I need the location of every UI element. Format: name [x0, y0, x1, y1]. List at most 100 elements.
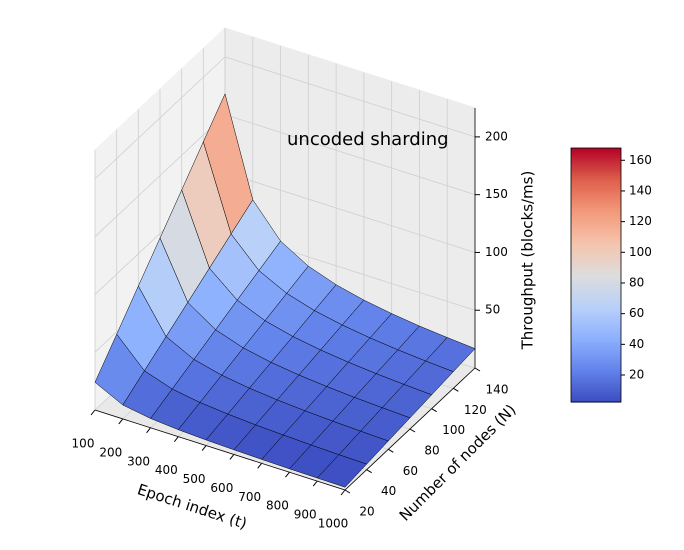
x-tick: [146, 427, 151, 434]
colorbar-band: [571, 283, 621, 287]
colorbar-band: [571, 196, 621, 200]
colorbar-band: [571, 281, 621, 285]
colorbar-band: [571, 228, 621, 232]
x-tick: [229, 454, 235, 460]
colorbar-band: [571, 205, 621, 208]
colorbar-band: [571, 177, 621, 181]
x-tick: [340, 489, 346, 496]
colorbar-band: [571, 391, 621, 395]
y-tick: [366, 469, 372, 474]
grid-line: [224, 114, 476, 196]
colorbar-band: [571, 260, 621, 263]
colorbar-band: [571, 152, 621, 155]
y-tick-label: 40: [381, 484, 396, 498]
colorbar-band: [571, 192, 621, 196]
colorbar-band: [571, 330, 621, 333]
y-tick: [344, 489, 351, 494]
colorbar-band: [571, 304, 621, 308]
grid-line: [224, 172, 476, 253]
x-tick-label: 100: [72, 437, 95, 451]
x-tick-label: 800: [266, 499, 289, 513]
colorbar-tick-label: 160: [629, 153, 652, 167]
colorbar-band: [571, 188, 621, 191]
x-tick: [285, 471, 290, 478]
colorbar-band: [571, 397, 621, 401]
y-tick-label: 120: [464, 403, 487, 417]
colorbar-band: [571, 209, 621, 213]
colorbar-band: [571, 385, 621, 388]
colorbar-band: [571, 173, 621, 177]
y-tick: [474, 367, 481, 372]
colorbar-band: [571, 262, 621, 266]
colorbar-band: [571, 175, 621, 179]
annotation: uncoded sharding: [287, 129, 449, 150]
colorbar-band: [571, 154, 621, 158]
colorbar-band: [571, 315, 621, 318]
colorbar-band: [571, 296, 621, 299]
grid-line: [224, 56, 476, 138]
colorbar-band: [571, 186, 621, 189]
colorbar-band: [571, 234, 621, 238]
colorbar-band: [571, 291, 621, 295]
colorbar-band: [571, 399, 621, 403]
colorbar-band: [571, 171, 621, 174]
colorbar-band: [571, 359, 621, 363]
colorbar-band: [571, 230, 621, 234]
x-tick: [118, 418, 124, 425]
colorbar-band: [571, 236, 621, 240]
colorbar-band: [571, 219, 621, 223]
colorbar-band: [571, 203, 621, 206]
colorbar-tick-label: 140: [629, 183, 652, 197]
colorbar-band: [571, 302, 621, 306]
z-tick-label: 100: [485, 245, 508, 259]
colorbar-band: [571, 245, 621, 249]
colorbar-band: [571, 211, 621, 215]
colorbar-band: [571, 148, 621, 151]
colorbar-band: [571, 380, 621, 384]
colorbar-band: [571, 264, 621, 268]
colorbar-band: [571, 370, 621, 373]
colorbar-band: [571, 247, 621, 251]
x-tick-label: 300: [127, 454, 150, 468]
colorbar-band: [571, 310, 621, 314]
x-tick-label: 700: [238, 490, 261, 504]
colorbar-band: [571, 395, 621, 399]
colorbar-band: [571, 366, 621, 369]
colorbar-band: [571, 382, 621, 386]
x-axis-line: [94, 409, 346, 491]
colorbar-tick-label: 20: [629, 368, 644, 382]
y-tick-label: 60: [403, 464, 418, 478]
colorbar-band: [571, 241, 621, 244]
colorbar-band: [571, 349, 621, 352]
colorbar-band: [571, 338, 621, 342]
colorbar-band: [571, 224, 621, 227]
x-tick-label: 200: [99, 445, 122, 459]
x-tick: [257, 463, 263, 469]
colorbar-band: [571, 363, 621, 367]
colorbar-band: [571, 378, 621, 382]
x-tick: [201, 445, 207, 451]
colorbar-band: [571, 374, 621, 378]
colorbar-tick-label: 60: [629, 306, 644, 320]
colorbar-band: [571, 317, 621, 321]
y-tick: [431, 408, 437, 413]
x-tick: [173, 436, 179, 442]
colorbar-tick-label: 40: [629, 337, 644, 351]
colorbar-band: [571, 308, 621, 312]
colorbar-band: [571, 160, 621, 164]
colorbar-band: [571, 393, 621, 397]
colorbar-band: [571, 268, 621, 272]
y-tick-label: 20: [359, 505, 374, 519]
axes-3d: [90, 26, 481, 496]
colorbar-tick-label: 80: [629, 275, 644, 289]
colorbar-band: [571, 243, 621, 246]
colorbar-band: [571, 372, 621, 376]
colorbar-band: [571, 323, 621, 327]
grid-line: [94, 114, 226, 237]
colorbar-tick-label: 100: [629, 245, 652, 259]
colorbar-band: [571, 249, 621, 253]
colorbar-band: [571, 226, 621, 230]
colorbar-band: [571, 285, 621, 289]
colorbar-band: [571, 294, 621, 297]
colorbar-band: [571, 167, 621, 170]
